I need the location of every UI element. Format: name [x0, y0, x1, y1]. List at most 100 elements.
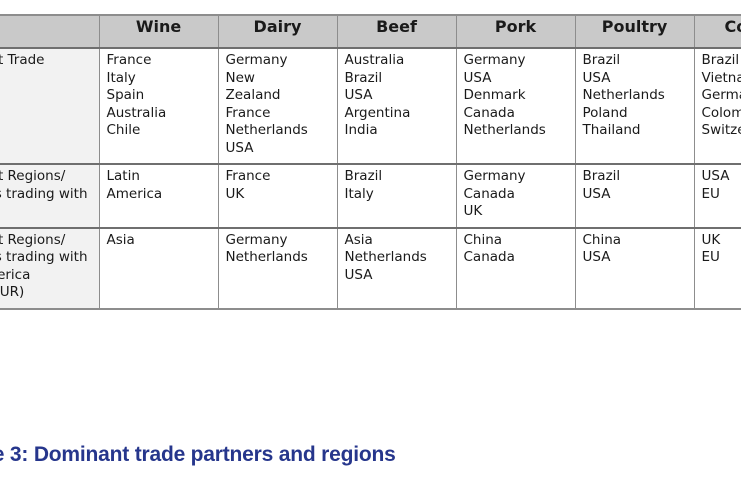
cell-list: Brazil Italy: [345, 168, 449, 203]
cell-list-item: France: [106, 52, 152, 68]
cell-poultry: Brazil USA: [574, 163, 695, 228]
cell-dairy: France UK: [217, 163, 338, 228]
cell-list-item: EU: [701, 249, 720, 265]
cell-list-item: Asia: [106, 231, 135, 248]
cell-list-item: Thailand: [582, 122, 641, 138]
column-header-dairy[interactable]: Dairy: [217, 14, 338, 49]
cell-beef: Australia Brazil USA Argentina India: [336, 47, 457, 165]
cell-list: France UK: [226, 168, 330, 203]
cell-list-item: Spain: [106, 87, 145, 103]
cell-list-item: Zealand: [225, 87, 281, 103]
cell-list-item: Brazil: [582, 168, 621, 184]
cell-coffee: USA EU: [693, 163, 741, 228]
table-header-row: Wine Dairy Beef Pork Poultry Coffee: [0, 14, 741, 49]
cell-list-item: Canada: [463, 104, 515, 121]
cell-list: France Italy Spain Australia Chile: [107, 52, 211, 140]
cell-list-item: Brazil: [344, 168, 383, 184]
cell-list-item: China: [582, 231, 622, 248]
row-header-regions-trading-with-latin-america: Dominant Regions/ Countries trading with…: [0, 226, 100, 309]
cell-list-item: Netherlands: [463, 122, 546, 138]
cell-list: Australia Brazil USA Argentina India: [345, 52, 449, 140]
cell-list-item: Vietnam: [701, 69, 741, 86]
cell-list-item: USA: [463, 69, 492, 86]
cell-list-item: Germany: [463, 52, 526, 68]
cell-list-item: USA: [344, 87, 373, 103]
cell-dairy: Germany Netherlands: [217, 226, 338, 309]
column-header-coffee[interactable]: Coffee: [693, 14, 741, 49]
cell-list-item: UK: [701, 231, 721, 248]
cell-list-item: Germany: [225, 52, 288, 68]
cell-list-item: Netherlands: [582, 87, 665, 103]
cell-list-item: USA: [582, 249, 611, 265]
cell-list-item: Colombia: [701, 104, 741, 121]
cell-wine: Latin America: [98, 163, 219, 228]
table-corner-header: [0, 14, 100, 49]
cell-poultry: Brazil USA Netherlands Poland Thailand: [574, 47, 695, 165]
cell-list-item: EU: [701, 185, 720, 202]
cell-beef: Asia Netherlands USA: [336, 226, 457, 309]
table-row: Dominant Regions/ Countries trading with…: [0, 226, 741, 309]
cell-list-item: China: [463, 231, 503, 248]
cell-list: China Canada: [464, 232, 568, 267]
table-scroll-area: Wine Dairy Beef Pork Poultry Coffee Domi…: [0, 14, 741, 310]
cell-list-item: USA: [225, 139, 254, 156]
cell-list: Germany Canada UK: [464, 168, 568, 221]
cell-list: Brazil USA: [583, 168, 687, 203]
trade-partners-table: Wine Dairy Beef Pork Poultry Coffee Domi…: [0, 14, 741, 310]
cell-list: Germany USA Denmark Canada Netherlands: [464, 52, 568, 140]
cell-pork: Germany Canada UK: [455, 163, 576, 228]
column-header-beef[interactable]: Beef: [336, 14, 457, 49]
column-header-wine[interactable]: Wine: [98, 14, 219, 49]
cell-list-item: Australia: [106, 104, 167, 121]
cell-list-item: Netherlands: [225, 122, 308, 138]
cell-list: Asia: [107, 232, 211, 250]
cell-list-item: Canada: [463, 249, 515, 265]
cell-dairy: Germany New Zealand France Netherlands USA: [217, 47, 338, 165]
cell-list: UK EU: [702, 232, 741, 267]
cell-coffee: UK EU: [693, 226, 741, 309]
cell-list: Germany New Zealand France Netherlands USA: [226, 52, 330, 157]
cell-list-item: Canada: [463, 185, 515, 202]
cell-wine: France Italy Spain Australia Chile: [98, 47, 219, 165]
cell-list-item: UK: [463, 203, 483, 219]
cell-list-item: Asia: [344, 231, 373, 248]
cell-list-item: Brazil: [701, 52, 740, 68]
cell-list: USA EU: [702, 168, 741, 203]
cell-list-item: Italy: [344, 185, 374, 202]
cell-list-item: New: [225, 69, 255, 86]
cell-list: BrazilVietnamGermanyColombiaSwitzerland: [702, 52, 741, 140]
cell-list-item: Chile: [106, 122, 141, 138]
cell-poultry: China USA: [574, 226, 695, 309]
cell-list-item: Switzerland: [701, 122, 741, 138]
cell-pork: Germany USA Denmark Canada Netherlands: [455, 47, 576, 165]
cell-list-item: USA: [582, 69, 611, 86]
cell-coffee: BrazilVietnamGermanyColombiaSwitzerland: [693, 47, 741, 165]
cell-list: Brazil USA Netherlands Poland Thailand: [583, 52, 687, 140]
cell-beef: Brazil Italy: [336, 163, 457, 228]
cell-list-item: India: [344, 122, 378, 138]
cell-list-item: USA: [582, 185, 611, 202]
cell-list-item: Poland: [582, 104, 628, 121]
cell-list-item: Denmark: [463, 87, 526, 103]
cell-list-item: USA: [701, 168, 730, 184]
cell-list-item: France: [225, 104, 271, 121]
cell-list-item: Latin: [106, 168, 140, 184]
cell-list-item: America: [106, 185, 163, 202]
cell-list-item: France: [225, 168, 271, 184]
table-row: Dominant Regions/ Countries trading with…: [0, 163, 741, 228]
cell-list-item: Brazil: [344, 69, 383, 86]
cell-wine: Asia: [98, 226, 219, 309]
table-caption: Table 3: Dominant trade partners and reg…: [0, 443, 396, 466]
column-header-pork[interactable]: Pork: [455, 14, 576, 49]
cell-list-item: UK: [225, 185, 245, 202]
cell-list-item: Brazil: [582, 52, 621, 68]
cell-list-item: Germany: [701, 87, 741, 103]
cell-list-item: Netherlands: [344, 249, 427, 265]
cell-list-item: Argentina: [344, 104, 411, 121]
cell-list: Germany Netherlands: [226, 232, 330, 267]
cell-list: China USA: [583, 232, 687, 267]
table-row: Dominant Trade Partners FranceItalySpain…: [0, 47, 741, 165]
column-header-poultry[interactable]: Poultry: [574, 14, 695, 49]
cell-list: Latin America: [107, 168, 211, 203]
